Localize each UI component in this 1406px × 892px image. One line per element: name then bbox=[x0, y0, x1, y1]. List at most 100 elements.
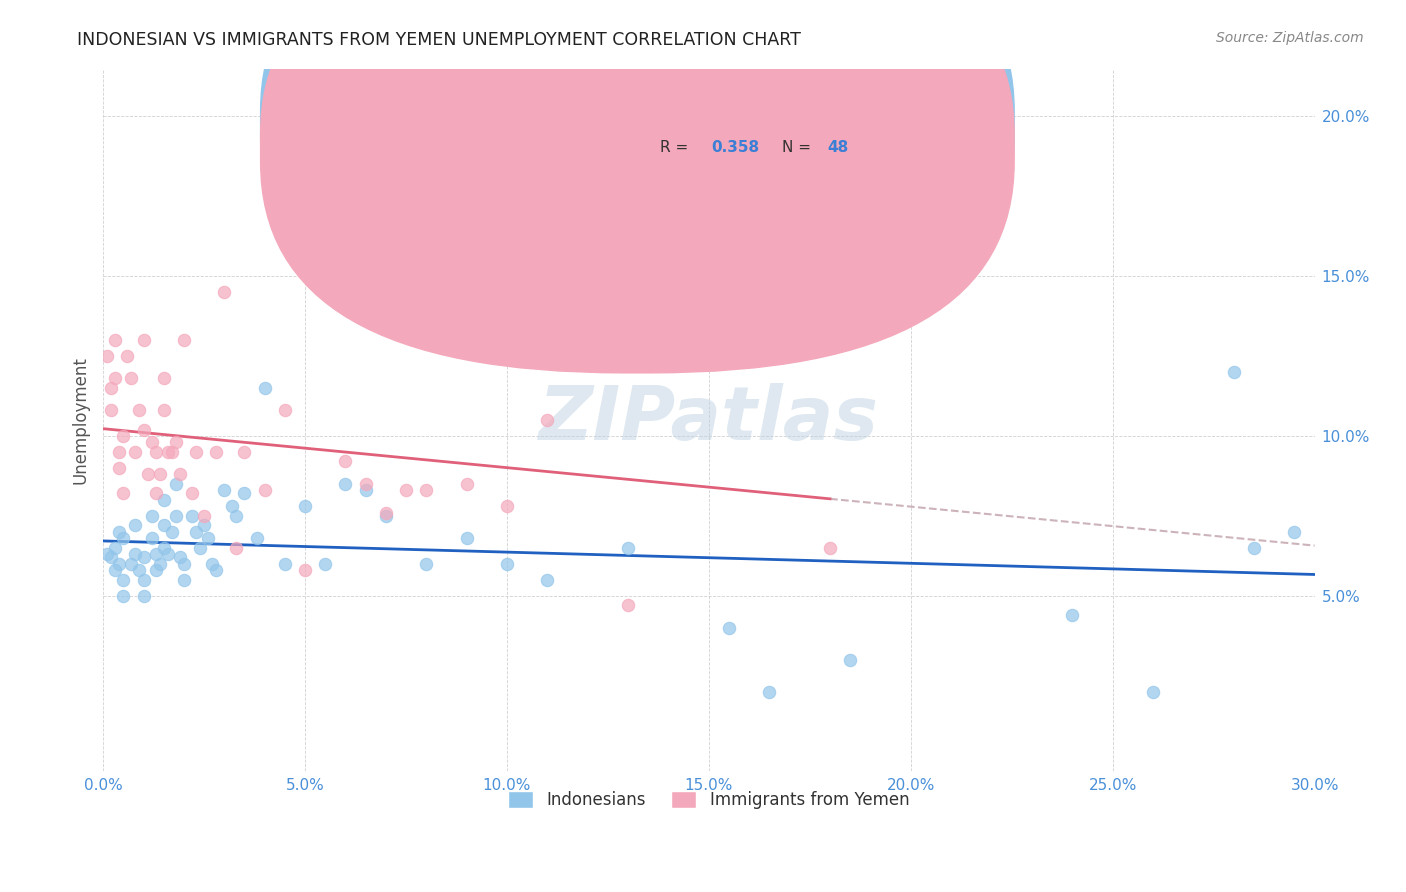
Point bbox=[1062, 607, 1084, 622]
Point bbox=[181, 508, 204, 523]
Point bbox=[108, 557, 131, 571]
Point bbox=[152, 518, 174, 533]
Point bbox=[132, 573, 155, 587]
Point bbox=[201, 557, 224, 571]
Point bbox=[374, 506, 396, 520]
Point bbox=[117, 349, 139, 363]
Point bbox=[188, 541, 211, 555]
Point bbox=[124, 445, 146, 459]
Point bbox=[132, 589, 155, 603]
Point bbox=[112, 531, 135, 545]
Point bbox=[173, 333, 195, 347]
Point bbox=[274, 403, 297, 417]
Point bbox=[165, 435, 187, 450]
Point bbox=[165, 508, 187, 523]
Text: N =: N = bbox=[782, 117, 815, 132]
Point bbox=[112, 573, 135, 587]
Point bbox=[415, 557, 437, 571]
Point bbox=[536, 413, 558, 427]
Point bbox=[165, 476, 187, 491]
Text: R =: R = bbox=[661, 117, 693, 132]
Point bbox=[225, 541, 247, 555]
Point bbox=[108, 445, 131, 459]
Point bbox=[697, 183, 720, 197]
Point bbox=[496, 500, 519, 514]
FancyBboxPatch shape bbox=[260, 0, 1014, 350]
Point bbox=[132, 333, 155, 347]
Point bbox=[818, 541, 841, 555]
Point bbox=[108, 524, 131, 539]
Point bbox=[104, 333, 127, 347]
Text: 63: 63 bbox=[828, 117, 849, 132]
Point bbox=[496, 557, 519, 571]
Text: 48: 48 bbox=[828, 140, 849, 155]
Point bbox=[253, 381, 276, 395]
Point bbox=[233, 486, 256, 500]
Point bbox=[839, 652, 862, 666]
Text: N =: N = bbox=[782, 140, 815, 155]
Text: R =: R = bbox=[661, 140, 693, 155]
Point bbox=[124, 518, 146, 533]
Point bbox=[132, 550, 155, 565]
Point bbox=[156, 547, 179, 561]
Point bbox=[100, 381, 122, 395]
Text: 0.137: 0.137 bbox=[711, 117, 759, 132]
Point bbox=[128, 403, 150, 417]
Point bbox=[104, 563, 127, 577]
Point bbox=[718, 621, 741, 635]
Point bbox=[145, 547, 167, 561]
Point bbox=[184, 524, 207, 539]
Point bbox=[120, 557, 142, 571]
Point bbox=[193, 518, 215, 533]
Point bbox=[156, 445, 179, 459]
Point bbox=[100, 403, 122, 417]
Point bbox=[193, 508, 215, 523]
Point bbox=[335, 476, 357, 491]
Text: ZIPatlas: ZIPatlas bbox=[538, 384, 879, 457]
Point bbox=[354, 476, 377, 491]
Legend: Indonesians, Immigrants from Yemen: Indonesians, Immigrants from Yemen bbox=[502, 784, 915, 816]
Point bbox=[145, 563, 167, 577]
Point bbox=[335, 454, 357, 468]
Point bbox=[456, 531, 478, 545]
Point bbox=[294, 563, 316, 577]
Point bbox=[112, 486, 135, 500]
Point bbox=[145, 486, 167, 500]
Point bbox=[374, 508, 396, 523]
Point bbox=[314, 557, 336, 571]
Point bbox=[395, 483, 418, 498]
Point bbox=[160, 445, 183, 459]
Point bbox=[141, 435, 163, 450]
Point bbox=[169, 467, 191, 482]
Point bbox=[617, 541, 640, 555]
Point bbox=[1223, 365, 1246, 379]
Point bbox=[152, 492, 174, 507]
Point bbox=[758, 684, 780, 698]
Point bbox=[141, 508, 163, 523]
Point bbox=[205, 563, 228, 577]
Point bbox=[104, 541, 127, 555]
Point bbox=[149, 557, 172, 571]
Point bbox=[415, 483, 437, 498]
Y-axis label: Unemployment: Unemployment bbox=[72, 356, 89, 483]
Point bbox=[617, 599, 640, 613]
Point bbox=[132, 423, 155, 437]
Point bbox=[197, 531, 219, 545]
Point bbox=[536, 573, 558, 587]
Text: INDONESIAN VS IMMIGRANTS FROM YEMEN UNEMPLOYMENT CORRELATION CHART: INDONESIAN VS IMMIGRANTS FROM YEMEN UNEM… bbox=[77, 31, 801, 49]
Point bbox=[169, 550, 191, 565]
Point bbox=[152, 371, 174, 385]
Point bbox=[136, 467, 159, 482]
Point bbox=[456, 476, 478, 491]
Point bbox=[124, 547, 146, 561]
Point bbox=[184, 445, 207, 459]
Point bbox=[152, 541, 174, 555]
Point bbox=[173, 557, 195, 571]
Point bbox=[128, 563, 150, 577]
Point bbox=[141, 531, 163, 545]
Point bbox=[233, 445, 256, 459]
Point bbox=[152, 403, 174, 417]
Point bbox=[214, 285, 236, 300]
Text: Source: ZipAtlas.com: Source: ZipAtlas.com bbox=[1216, 31, 1364, 45]
Point bbox=[294, 500, 316, 514]
